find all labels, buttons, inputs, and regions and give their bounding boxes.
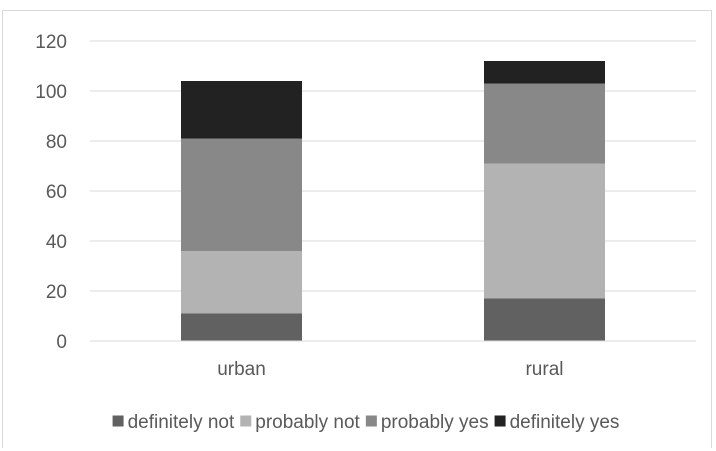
bars <box>181 61 605 341</box>
bar-urban-probably-yes <box>181 138 302 251</box>
bar-rural-definitely-not <box>484 298 605 341</box>
legend-label: definitely yes <box>510 412 620 433</box>
x-category-label: urban <box>217 359 266 380</box>
legend-item: definitely yes <box>494 412 620 433</box>
x-axis-category-labels: urban rural <box>217 359 563 380</box>
legend-label: probably not <box>255 412 360 433</box>
bar-stack-urban <box>181 81 302 341</box>
legend-label: definitely not <box>128 412 235 433</box>
bar-urban-definitely-yes <box>181 81 302 139</box>
x-category-label: rural <box>525 359 563 380</box>
bar-urban-probably-not <box>181 251 302 314</box>
y-tick-label: 120 <box>35 32 67 53</box>
y-tick-label: 100 <box>35 82 67 103</box>
y-tick-label: 80 <box>46 132 67 153</box>
legend-label: probably yes <box>381 412 489 433</box>
legend: definitely not probably not probably yes de… <box>112 412 620 433</box>
legend-swatch <box>112 415 124 427</box>
legend-swatch <box>494 415 506 427</box>
y-tick-label: 60 <box>46 182 67 203</box>
legend-item: probably yes <box>365 412 489 433</box>
legend-item: probably not <box>240 412 361 433</box>
bar-rural-probably-not <box>484 163 605 299</box>
legend-swatch <box>240 415 252 427</box>
y-tick-label: 40 <box>46 232 67 253</box>
legend-swatch <box>365 415 377 427</box>
bar-rural-probably-yes <box>484 83 605 164</box>
y-axis-tick-labels: 0 20 40 60 80 100 120 <box>35 32 67 353</box>
bar-urban-definitely-not <box>181 313 302 341</box>
y-tick-label: 0 <box>56 332 67 353</box>
legend-item: definitely not <box>112 412 235 433</box>
bar-stack-rural <box>484 61 605 341</box>
gridlines <box>90 40 696 292</box>
y-tick-label: 20 <box>46 282 67 303</box>
bar-rural-definitely-yes <box>484 61 605 84</box>
